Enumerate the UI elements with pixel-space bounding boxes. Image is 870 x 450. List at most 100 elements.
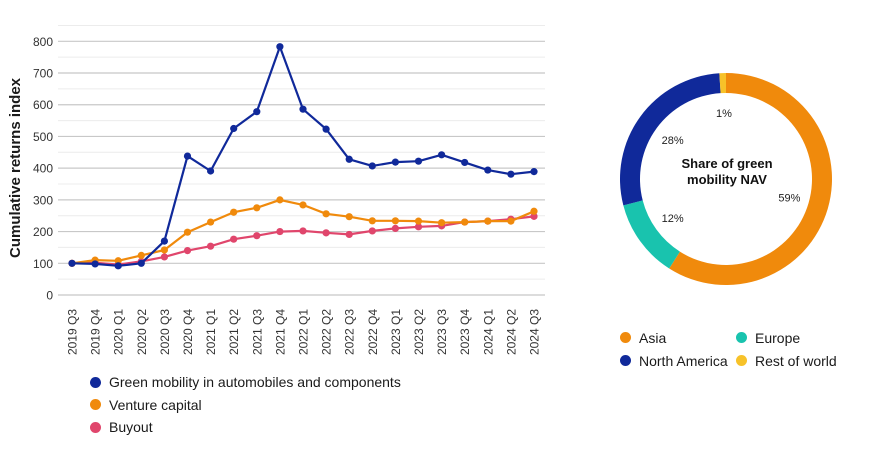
data-point[interactable] [137,259,145,267]
data-point[interactable] [183,228,192,236]
donut-slice-labels: 59% 12% 28% 1% [662,108,801,225]
legend-swatch [736,355,747,366]
x-tick-label: 2024 Q1 [481,309,495,355]
data-point[interactable] [230,208,238,216]
x-tick-label: 2021 Q2 [227,309,241,355]
legend-item-venture-capital[interactable]: Venture capital [90,394,401,417]
donut-slice-europe[interactable] [623,200,680,269]
x-tick-label: 2024 Q2 [504,309,518,355]
donut-slice-label: 28% [662,135,684,147]
data-point[interactable] [207,218,215,226]
data-point[interactable] [391,158,399,166]
x-tick-label: 2022 Q3 [343,309,357,355]
donut-slices [620,73,832,285]
donut-slice-rest-of-world[interactable] [719,73,726,94]
data-point[interactable] [68,259,76,267]
data-point[interactable] [299,201,307,209]
x-tick-label: 2021 Q3 [250,309,264,355]
data-point[interactable] [345,213,353,221]
donut-slice-asia[interactable] [669,73,832,285]
data-point[interactable] [368,227,376,235]
data-point[interactable] [322,125,330,133]
data-point[interactable] [345,230,353,239]
data-point[interactable] [414,217,423,225]
donut-slice-label: 12% [662,213,684,225]
legend-swatch [90,421,101,433]
data-point[interactable] [391,224,399,233]
donut-center-title-line-1: Share of green [681,156,772,171]
legend-swatch [736,332,747,343]
data-point[interactable] [207,242,215,250]
data-point[interactable] [160,253,168,261]
data-point[interactable] [230,124,238,133]
data-point[interactable] [322,210,330,218]
legend-item-europe[interactable]: Europe [736,326,856,349]
x-tick-label: 2021 Q4 [273,309,287,355]
data-point[interactable] [345,155,353,163]
data-point[interactable] [368,162,376,170]
data-point[interactable] [299,227,307,235]
data-point[interactable] [299,105,307,113]
data-point[interactable] [322,229,330,237]
legend-item-buyout[interactable]: Buyout [90,416,401,439]
data-point[interactable] [276,43,284,51]
data-point[interactable] [183,152,192,160]
x-tick-label: 2023 Q4 [458,309,472,355]
y-tick-label: 100 [33,257,53,271]
x-tick-label: 2024 Q3 [528,309,542,355]
series-lines [68,43,538,270]
x-tick-label: 2023 Q3 [435,309,449,355]
data-point[interactable] [530,212,538,220]
donut-slice-label: 59% [778,192,800,204]
x-tick-labels: 2019 Q3 2019 Q4 2020 Q1 2020 Q2 2020 Q3 2020 … [66,309,542,355]
data-point[interactable] [253,108,261,116]
data-point[interactable] [114,262,122,270]
y-tick-label: 500 [33,130,53,144]
legend-item-asia[interactable]: Asia [620,326,736,349]
x-tick-label: 2023 Q1 [389,309,403,355]
y-tick-label: 600 [33,98,53,112]
legend-swatch [620,355,631,366]
donut-slice-north-america[interactable] [620,73,721,206]
data-point[interactable] [530,168,538,176]
line-chart-legend: Green mobility in automobiles and compon… [90,371,401,439]
data-point[interactable] [160,237,168,245]
x-tick-label: 2019 Q3 [66,309,80,355]
data-point[interactable] [276,196,284,204]
data-point[interactable] [438,151,446,159]
legend-label: Buyout [109,419,153,436]
data-point[interactable] [461,218,469,226]
data-point[interactable] [253,204,261,212]
legend-swatch [620,332,631,343]
data-point[interactable] [414,157,423,165]
data-point[interactable] [438,219,446,227]
data-point[interactable] [507,217,515,225]
data-point[interactable] [484,166,492,174]
x-tick-label: 2020 Q2 [135,309,149,355]
legend-label: Europe [755,329,801,346]
data-point[interactable] [461,158,469,167]
data-point[interactable] [183,247,192,255]
legend-item-green-mobility[interactable]: Green mobility in automobiles and compon… [90,371,401,394]
data-point[interactable] [391,217,399,225]
x-tick-label: 2020 Q3 [158,309,172,355]
data-point[interactable] [414,223,423,231]
data-point[interactable] [276,227,284,236]
legend-item-rest-of-world[interactable]: Rest of world [736,349,856,372]
data-point[interactable] [207,167,215,175]
data-point[interactable] [137,251,145,259]
data-point[interactable] [91,260,99,268]
y-tick-label: 700 [33,67,53,81]
legend-item-north-america[interactable]: North America [620,349,736,372]
data-point[interactable] [530,207,538,215]
data-point[interactable] [160,246,168,254]
data-point[interactable] [484,217,492,225]
legend-label: Rest of world [755,352,837,369]
data-point[interactable] [114,257,122,265]
data-point[interactable] [230,235,238,243]
data-point[interactable] [368,217,376,225]
x-tick-label: 2022 Q1 [297,309,311,355]
data-point[interactable] [507,170,515,178]
data-point[interactable] [253,232,261,240]
